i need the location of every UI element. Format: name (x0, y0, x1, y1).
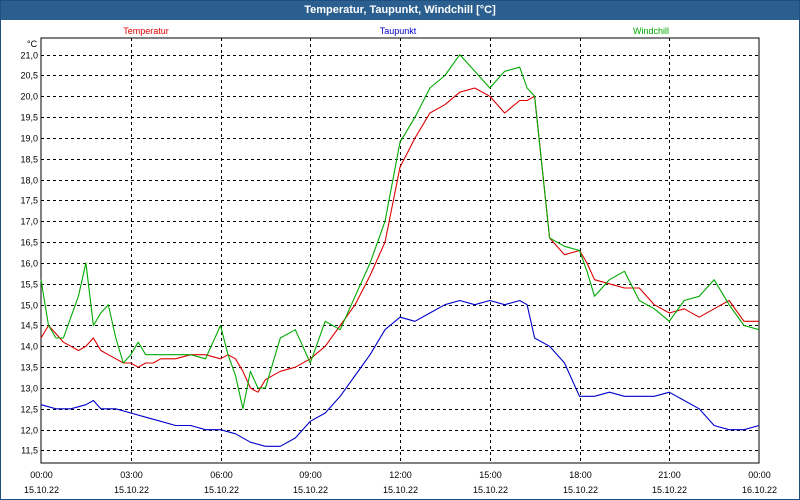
x-tick-time: 06:00 (210, 470, 233, 480)
y-tick-label: 19,0 (20, 134, 38, 144)
y-tick-label: 17,5 (20, 196, 38, 206)
series (40, 54, 760, 447)
x-tick-time: 21:00 (658, 470, 681, 480)
legend-temperatur: Temperatur (123, 26, 169, 36)
y-axis-ticks: 21,0 20,5 20,0 19,5 19,0 18,5 18,0 17,5 17,0 16,5… (20, 51, 38, 456)
y-tick-label: 18,5 (20, 155, 38, 165)
plot-area-border (40, 37, 760, 464)
x-tick-time: 18:00 (569, 470, 592, 480)
x-tick-date: 15.10.22 (114, 485, 149, 495)
x-tick-date: 15.10.22 (473, 485, 508, 495)
x-tick-time: 15:00 (479, 470, 502, 480)
x-tick-time: 12:00 (389, 470, 412, 480)
legend: Temperatur Taupunkt Windchill (123, 26, 669, 36)
x-tick-date: 15.10.22 (563, 485, 598, 495)
y-tick-label: 14,5 (20, 321, 38, 331)
y-tick-label: 20,5 (20, 71, 38, 81)
x-tick-time: 03:00 (120, 470, 143, 480)
y-tick-label: 20,0 (20, 92, 38, 102)
y-tick-label: 13,0 (20, 384, 38, 394)
series-line-windchill (40, 54, 760, 410)
x-tick-date: 15.10.22 (652, 485, 687, 495)
legend-windchill: Windchill (633, 26, 669, 36)
y-axis-unit-label: °C (27, 39, 38, 49)
y-tick-label: 15,5 (20, 280, 38, 290)
x-tick-date: 15.10.22 (293, 485, 328, 495)
y-tick-label: 19,5 (20, 113, 38, 123)
x-axis-ticks: 00:00 15.10.22 03:00 15.10.22 06:00 15.10.22 0… (24, 470, 777, 495)
chart-title: Temperatur, Taupunkt, Windchill [°C] (1, 1, 799, 20)
grid (41, 38, 759, 463)
y-tick-label: 17,0 (20, 217, 38, 227)
x-tick-date: 15.10.22 (204, 485, 239, 495)
y-tick-label: 12,5 (20, 405, 38, 415)
y-tick-label: 15,0 (20, 301, 38, 311)
x-tick-date: 15.10.22 (24, 485, 59, 495)
y-tick-label: 18,0 (20, 176, 38, 186)
x-tick-time: 09:00 (299, 470, 322, 480)
y-tick-label: 14,0 (20, 342, 38, 352)
x-tick-date: 16.10.22 (742, 485, 777, 495)
y-tick-label: 12,0 (20, 426, 38, 436)
x-tick-time: 00:00 (30, 470, 53, 480)
y-tick-label: 13,5 (20, 363, 38, 373)
y-tick-label: 16,0 (20, 259, 38, 269)
y-tick-label: 11,5 (21, 446, 38, 456)
y-tick-label: 16,5 (20, 238, 38, 248)
x-tick-time: 00:00 (748, 470, 771, 480)
x-tick-date: 15.10.22 (383, 485, 418, 495)
y-tick-label: 21,0 (20, 51, 38, 61)
series-line-taupunkt (40, 299, 760, 447)
legend-taupunkt: Taupunkt (380, 26, 417, 36)
